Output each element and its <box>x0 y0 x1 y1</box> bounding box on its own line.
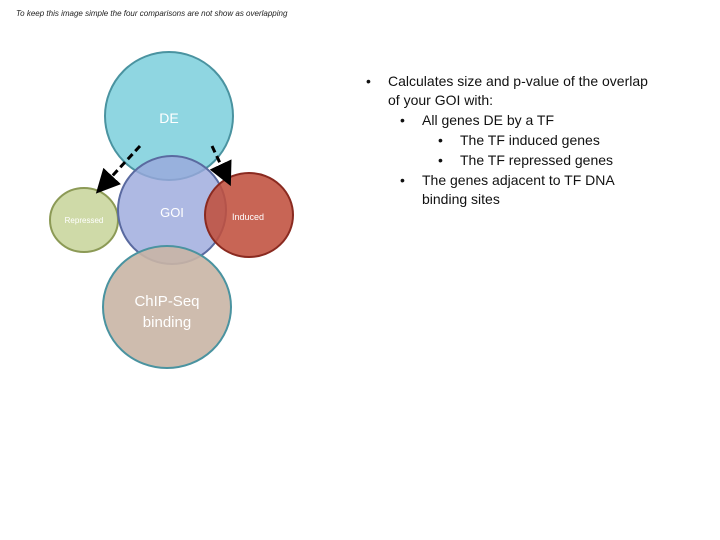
de-label: DE <box>159 110 178 126</box>
bullet-list: • Calculates size and p-value of the over… <box>366 72 706 209</box>
bullet-item: • The genes adjacent to TF DNA binding sit… <box>400 172 615 207</box>
chip-seq-circle <box>102 245 232 369</box>
bullet-item: • All genes DE by a TF <box>400 112 555 128</box>
goi-label: GOI <box>160 205 184 220</box>
bullet-text: The TF induced genes <box>460 132 600 148</box>
arrow-to-repressed <box>95 144 142 194</box>
bullet-text: All genes DE by a TF <box>422 112 555 128</box>
bullet-text: binding sites <box>422 191 500 207</box>
chip-seq-label-2: binding <box>143 314 191 331</box>
bullet-item: • The TF induced genes <box>438 132 600 148</box>
bullet-text: Calculates size and p-value of the overl… <box>388 73 648 89</box>
bullet-text: The genes adjacent to TF DNA <box>422 172 615 188</box>
chip-seq-label: ChIP-Seq <box>134 293 199 310</box>
slide-note: To keep this image simple the four compa… <box>16 9 288 18</box>
induced-circle <box>204 172 294 258</box>
repressed-label: Repressed <box>65 216 104 225</box>
bullet-text: The TF repressed genes <box>460 152 614 168</box>
bullet-item: • Calculates size and p-value of the over… <box>366 73 648 108</box>
arrow-to-induced <box>209 145 232 187</box>
bullet-text: of your GOI with: <box>388 92 494 108</box>
induced-label: Induced <box>232 212 264 222</box>
bullet-item: • The TF repressed genes <box>438 152 614 168</box>
